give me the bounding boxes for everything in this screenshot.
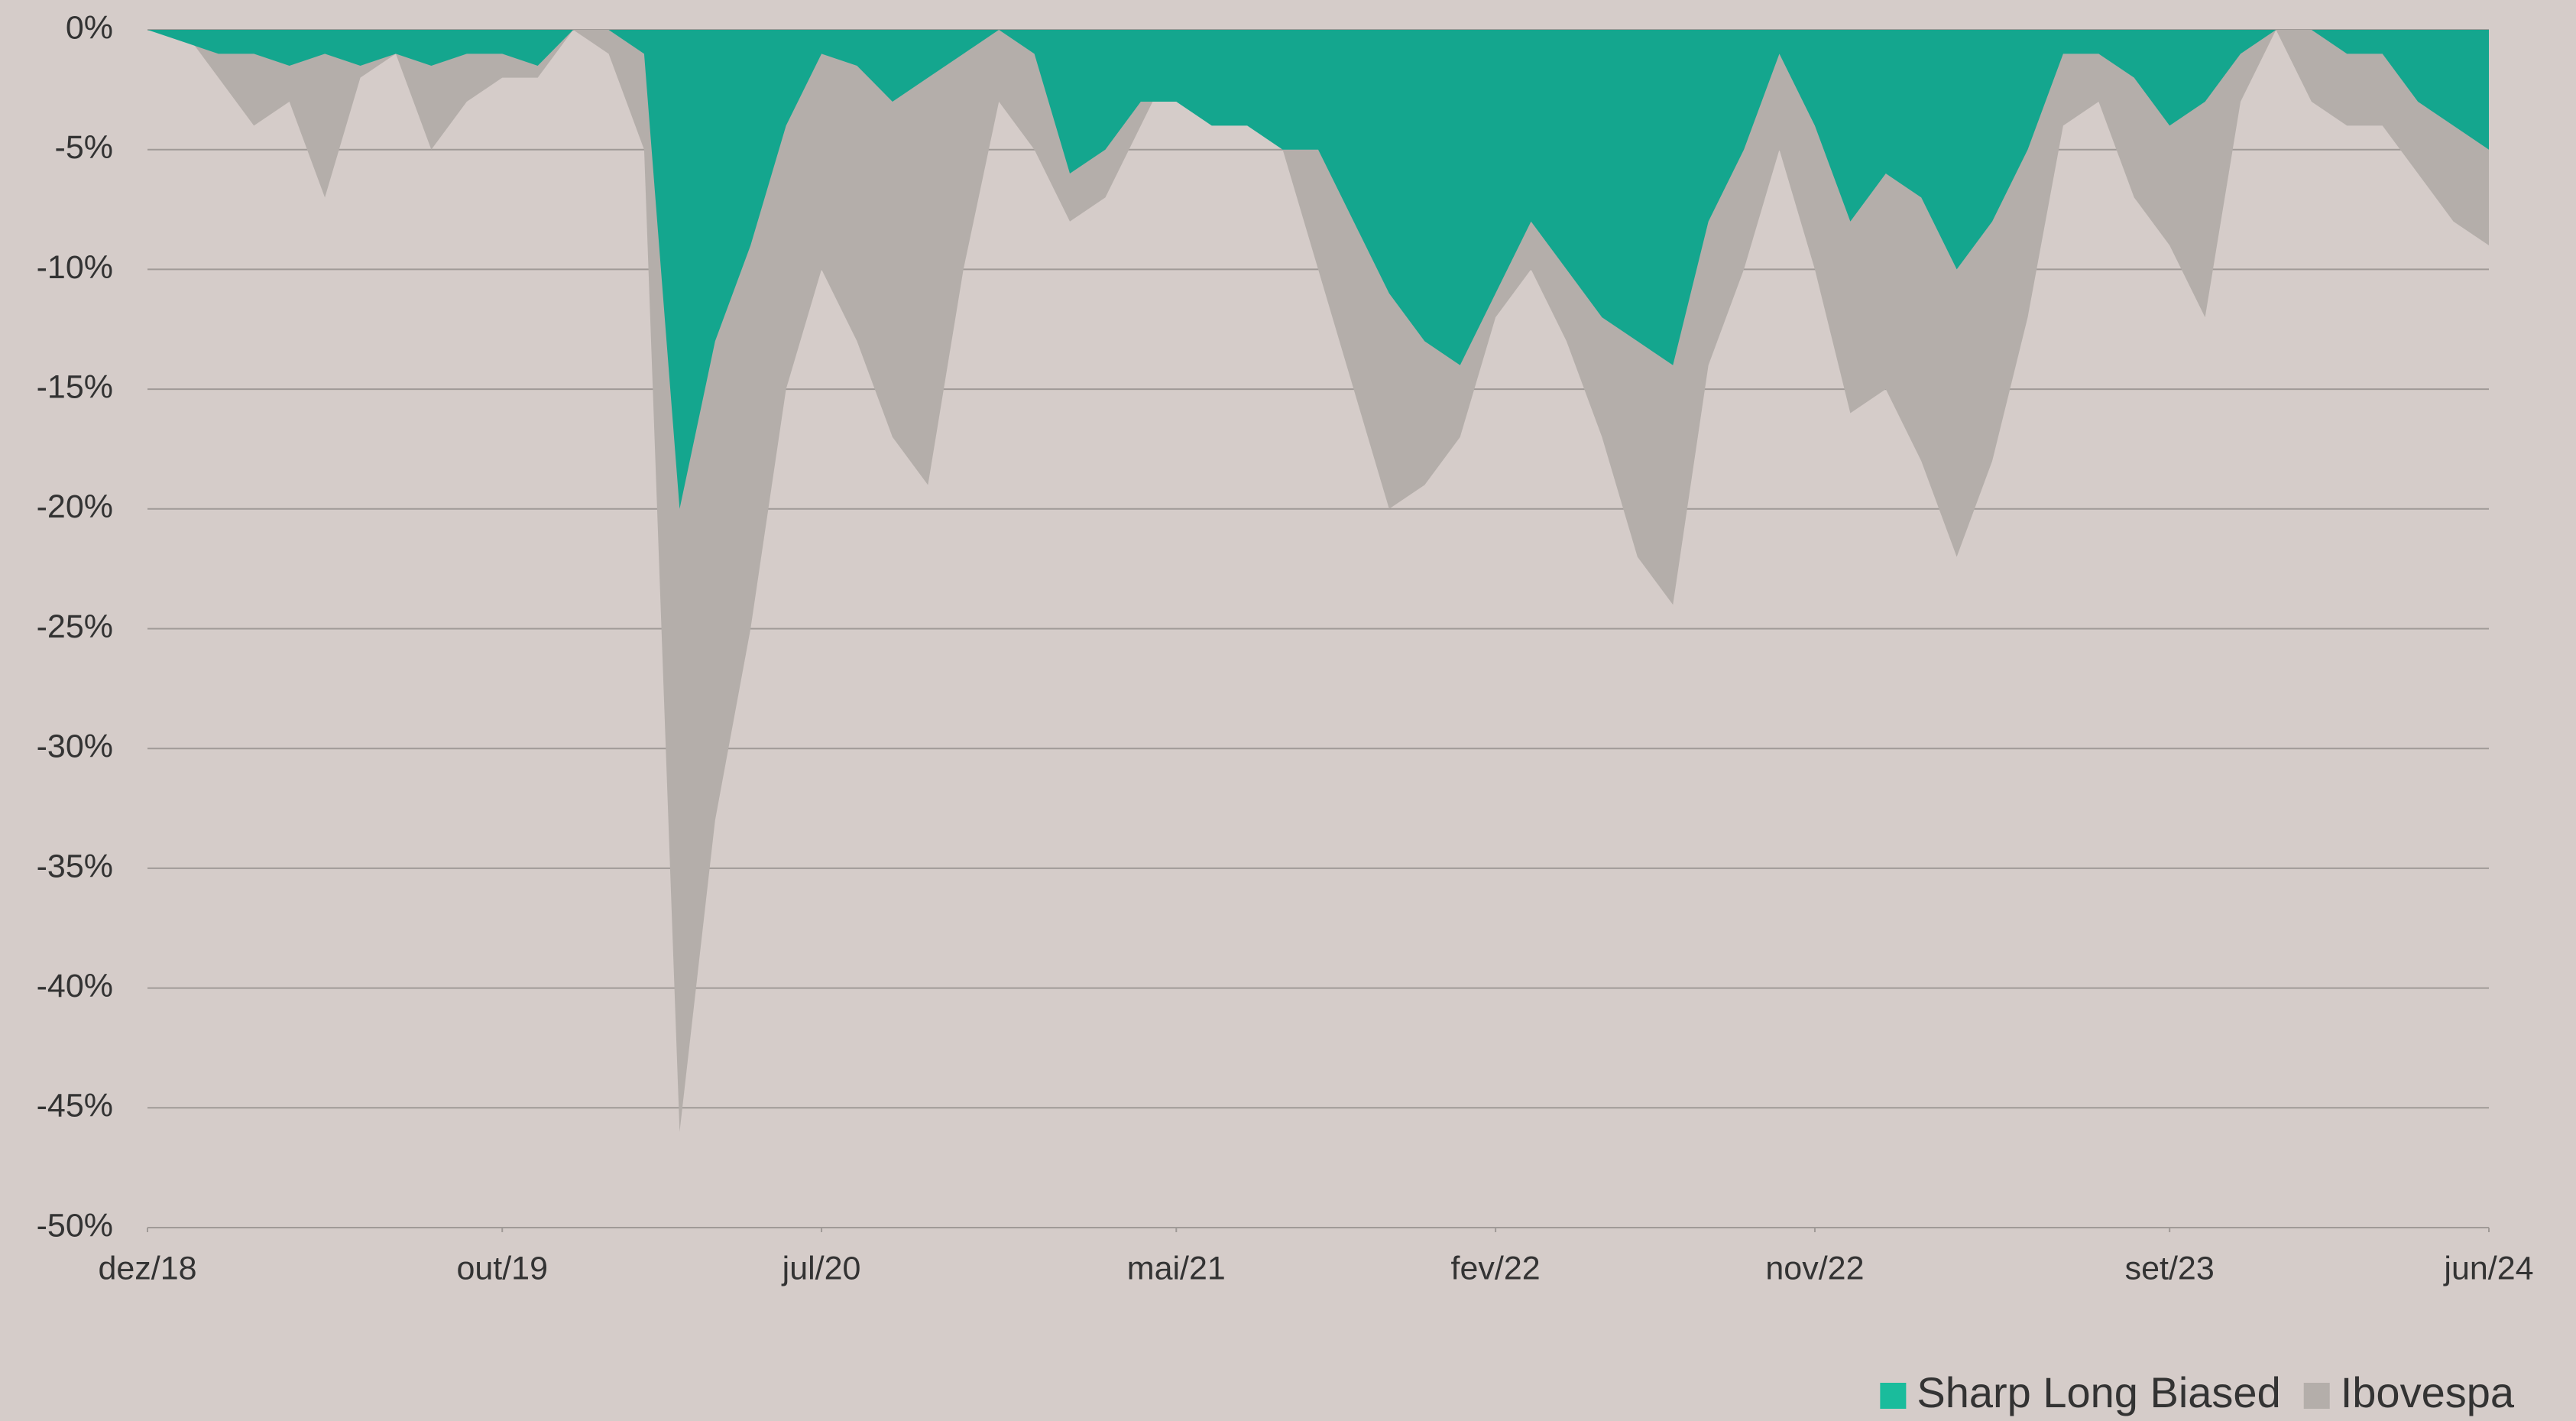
area (147, 30, 2489, 509)
x-tick-label: jun/24 (2442, 1250, 2533, 1286)
x-tick-label: out/19 (456, 1250, 548, 1286)
x-tick-label: dez/18 (98, 1250, 196, 1286)
y-tick-label: 0% (66, 9, 113, 46)
legend-label: Sharp Long Biased (1917, 1368, 2280, 1416)
y-tick-label: -15% (37, 368, 113, 405)
y-tick-label: -50% (37, 1207, 113, 1244)
x-tick-label: jul/20 (781, 1250, 861, 1286)
y-tick-label: -5% (55, 129, 113, 166)
y-tick-label: -40% (37, 968, 113, 1004)
legend-swatch (1880, 1383, 1907, 1409)
x-tick-label: fev/22 (1451, 1250, 1541, 1286)
legend-swatch (2303, 1383, 2330, 1409)
area (147, 30, 2489, 1132)
y-tick-label: -25% (37, 608, 113, 645)
x-tick-label: set/23 (2125, 1250, 2215, 1286)
y-tick-label: -45% (37, 1088, 113, 1124)
x-tick-label: mai/21 (1127, 1250, 1226, 1286)
legend-label: Ibovespa (2341, 1368, 2515, 1416)
y-tick-label: -35% (37, 848, 113, 884)
y-tick-label: -30% (37, 728, 113, 765)
x-tick-label: nov/22 (1765, 1250, 1864, 1286)
y-tick-label: -20% (37, 488, 113, 525)
y-tick-label: -10% (37, 249, 113, 286)
